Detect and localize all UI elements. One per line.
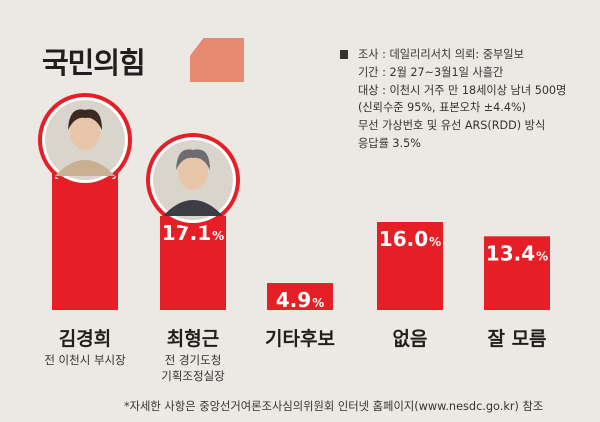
- category-label: 최형근: [167, 328, 219, 350]
- category-subtitle: 전 이천시 부시장: [44, 353, 126, 367]
- party-title: 국민의힘: [42, 46, 146, 80]
- survey-line: 대상 : 이천시 거주 만 18세이상 남녀 500명: [358, 83, 567, 97]
- face-shape: [70, 114, 100, 150]
- category-subtitle: 전 경기도청: [165, 353, 222, 367]
- value-unit: %: [429, 235, 441, 249]
- hair-shape: [176, 149, 210, 170]
- category-label: 없음: [393, 328, 428, 350]
- face-shape: [178, 154, 208, 190]
- decorative-shape: [190, 38, 244, 82]
- value-label: 4.9%: [276, 288, 324, 312]
- bar: [160, 215, 226, 310]
- hair-shape: [68, 109, 102, 130]
- bar: [377, 222, 443, 310]
- shoulders-shape: [163, 200, 223, 216]
- survey-line: 무선 가상번호 및 유선 ARS(RDD) 방식: [358, 119, 546, 133]
- category-subtitle: 기획조정실장: [161, 369, 225, 383]
- survey-line: 조사 : 데일리리서치 의뢰: 중부일보: [358, 48, 524, 61]
- value-unit: %: [212, 229, 224, 243]
- survey-info: 조사 : 데일리리서치 의뢰: 중부일보 기간 : 2월 27~3월1일 사흘간…: [340, 46, 590, 153]
- category-label: 김경희: [59, 328, 111, 350]
- category-label: 잘 모름: [487, 328, 546, 350]
- value-unit: %: [536, 249, 548, 263]
- value-number: 13.4: [486, 241, 535, 265]
- value-label: 13.4%: [486, 241, 548, 265]
- bullet-square-icon: [340, 50, 348, 59]
- shoulders-shape: [55, 160, 115, 176]
- bar: [267, 283, 333, 310]
- survey-line: (신뢰수준 95%, 표본오차 ±4.4%): [358, 101, 526, 115]
- bar: [484, 236, 550, 310]
- survey-line: 응답률 3.5%: [358, 136, 421, 150]
- category-label: 기타후보: [265, 328, 335, 350]
- value-number: 16.0: [379, 227, 428, 251]
- value-unit: %: [312, 296, 324, 310]
- value-number: 4.9: [276, 288, 311, 312]
- value-label: 16.0%: [379, 227, 441, 251]
- candidate-photo: [38, 93, 132, 187]
- survey-line: 기간 : 2월 27~3월1일 사흘간: [358, 65, 504, 79]
- footnote: *자세한 사항은 중앙선거여론조사심의위원회 인터넷 홈페이지(www.nesd…: [124, 400, 544, 413]
- candidate-photo: [146, 133, 240, 227]
